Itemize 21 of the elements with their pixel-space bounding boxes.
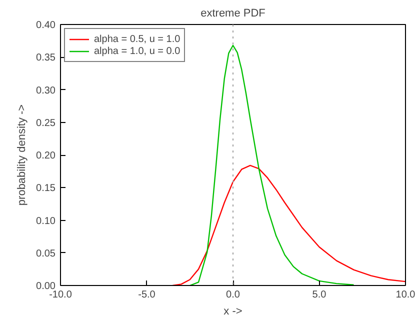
line-series bbox=[172, 164, 406, 286]
x-tick-label: -5.0 bbox=[138, 290, 156, 300]
y-axis-title: probability density -> bbox=[16, 104, 28, 206]
y-tick-label: 0.25 bbox=[36, 118, 56, 129]
chart-title: extreme PDF bbox=[200, 8, 266, 20]
line-series bbox=[189, 44, 354, 286]
x-tick-label: 5.0 bbox=[312, 290, 327, 300]
legend-label: alpha = 1.0, u = 0.0 bbox=[94, 45, 180, 57]
x-tick-label: 0.0 bbox=[226, 290, 240, 300]
y-tick-label: 0.20 bbox=[36, 150, 56, 162]
y-tick-label: 0.10 bbox=[36, 216, 56, 227]
legend-label: alpha = 0.5, u = 1.0 bbox=[94, 33, 180, 45]
x-tick-label: 10.0 bbox=[396, 290, 416, 300]
y-tick-label: 0.15 bbox=[36, 183, 56, 194]
x-tick-label: -10.0 bbox=[49, 290, 72, 300]
y-tick-label: 0.30 bbox=[36, 85, 56, 96]
y-tick-label: 0.05 bbox=[36, 248, 56, 260]
y-tick-label: 0.35 bbox=[36, 52, 56, 64]
x-axis-title: x -> bbox=[224, 306, 242, 318]
y-tick-label: 0.40 bbox=[36, 20, 56, 31]
y-tick-label: 0.00 bbox=[36, 281, 56, 292]
